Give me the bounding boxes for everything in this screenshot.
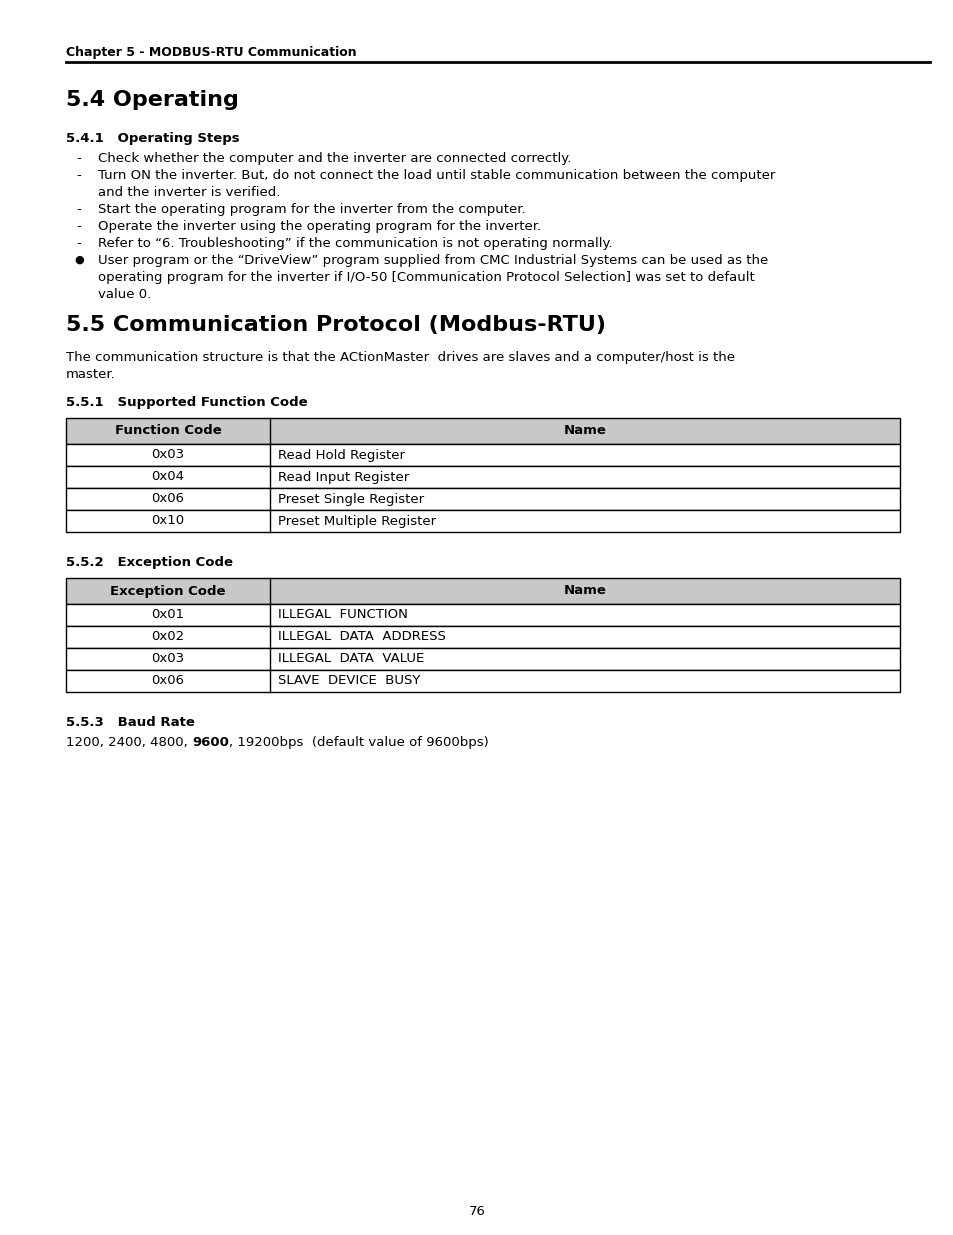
Bar: [66, 578, 899, 604]
Text: The communication structure is that the ACtionMaster  drives are slaves and a co: The communication structure is that the …: [66, 351, 734, 364]
Text: 5.5 Communication Protocol (Modbus-RTU): 5.5 Communication Protocol (Modbus-RTU): [66, 315, 605, 335]
Text: Preset Multiple Register: Preset Multiple Register: [277, 515, 436, 527]
Text: 9600: 9600: [192, 736, 229, 748]
Text: Name: Name: [563, 584, 606, 598]
Bar: [66, 417, 899, 445]
Text: 76: 76: [468, 1205, 485, 1218]
Bar: [66, 648, 899, 671]
Text: 0x06: 0x06: [152, 493, 184, 505]
Text: Check whether the computer and the inverter are connected correctly.: Check whether the computer and the inver…: [98, 152, 571, 165]
Text: 1200, 2400, 4800,: 1200, 2400, 4800,: [66, 736, 192, 748]
Bar: [66, 510, 899, 532]
Text: and the inverter is verified.: and the inverter is verified.: [98, 186, 280, 199]
Text: -: -: [76, 220, 81, 233]
Text: 0x04: 0x04: [152, 471, 184, 483]
Text: 0x06: 0x06: [152, 674, 184, 688]
Text: 0x01: 0x01: [152, 609, 184, 621]
Text: value 0.: value 0.: [98, 288, 152, 301]
Text: Operate the inverter using the operating program for the inverter.: Operate the inverter using the operating…: [98, 220, 540, 233]
Text: 5.4 Operating: 5.4 Operating: [66, 90, 238, 110]
Bar: [66, 604, 899, 626]
Bar: [66, 445, 899, 466]
Text: -: -: [76, 169, 81, 182]
Bar: [66, 466, 899, 488]
Text: Name: Name: [563, 425, 606, 437]
Text: Read Hold Register: Read Hold Register: [277, 448, 405, 462]
Bar: [66, 488, 899, 510]
Text: ILLEGAL  DATA  ADDRESS: ILLEGAL DATA ADDRESS: [277, 631, 445, 643]
Text: Chapter 5 - MODBUS-RTU Communication: Chapter 5 - MODBUS-RTU Communication: [66, 46, 356, 59]
Text: Start the operating program for the inverter from the computer.: Start the operating program for the inve…: [98, 203, 525, 216]
Text: Function Code: Function Code: [114, 425, 221, 437]
Text: 5.5.1   Supported Function Code: 5.5.1 Supported Function Code: [66, 396, 307, 409]
Text: master.: master.: [66, 368, 115, 382]
Text: 0x03: 0x03: [152, 652, 184, 666]
Text: Preset Single Register: Preset Single Register: [277, 493, 424, 505]
Text: 0x03: 0x03: [152, 448, 184, 462]
Text: ILLEGAL  FUNCTION: ILLEGAL FUNCTION: [277, 609, 408, 621]
Text: SLAVE  DEVICE  BUSY: SLAVE DEVICE BUSY: [277, 674, 420, 688]
Bar: [66, 671, 899, 692]
Text: 5.4.1   Operating Steps: 5.4.1 Operating Steps: [66, 132, 239, 144]
Text: 5.5.3   Baud Rate: 5.5.3 Baud Rate: [66, 716, 194, 729]
Text: -: -: [76, 237, 81, 249]
Bar: [66, 626, 899, 648]
Text: 0x02: 0x02: [152, 631, 184, 643]
Text: -: -: [76, 152, 81, 165]
Text: ●: ●: [74, 254, 84, 266]
Text: Exception Code: Exception Code: [111, 584, 226, 598]
Text: Turn ON the inverter. But, do not connect the load until stable communication be: Turn ON the inverter. But, do not connec…: [98, 169, 775, 182]
Text: -: -: [76, 203, 81, 216]
Text: Read Input Register: Read Input Register: [277, 471, 409, 483]
Text: operating program for the inverter if I/O-50 [Communication Protocol Selection] : operating program for the inverter if I/…: [98, 270, 754, 284]
Text: ILLEGAL  DATA  VALUE: ILLEGAL DATA VALUE: [277, 652, 424, 666]
Text: 0x10: 0x10: [152, 515, 184, 527]
Text: User program or the “DriveView” program supplied from CMC Industrial Systems can: User program or the “DriveView” program …: [98, 254, 767, 267]
Text: Refer to “6. Troubleshooting” if the communication is not operating normally.: Refer to “6. Troubleshooting” if the com…: [98, 237, 612, 249]
Text: , 19200bps  (default value of 9600bps): , 19200bps (default value of 9600bps): [229, 736, 488, 748]
Text: 5.5.2   Exception Code: 5.5.2 Exception Code: [66, 556, 233, 569]
